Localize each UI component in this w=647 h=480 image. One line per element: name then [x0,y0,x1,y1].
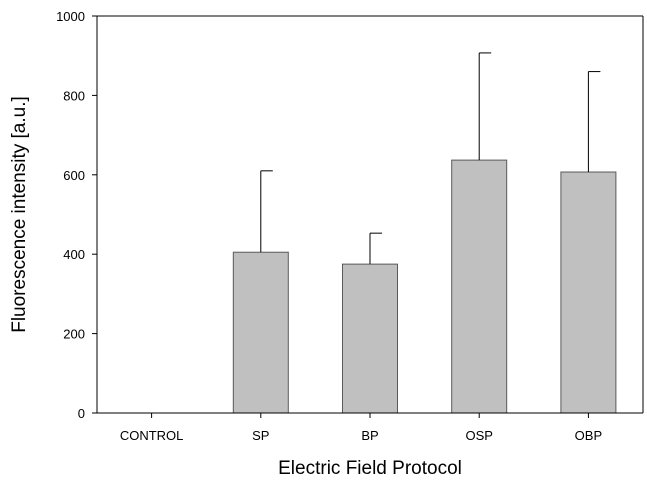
y-tick-label: 800 [63,88,85,103]
y-tick-label: 600 [63,168,85,183]
x-tick-label: OSP [465,428,492,443]
x-tick-label: OBP [575,428,602,443]
x-tick-label: SP [252,428,269,443]
y-tick-label: 400 [63,247,85,262]
x-axis-title: Electric Field Protocol [278,458,462,479]
x-tick-label: CONTROL [120,428,184,443]
y-tick-label: 0 [78,406,85,421]
bars-group [232,159,617,414]
bar [451,159,508,414]
error-bars-group [260,52,601,265]
y-tick-label: 1000 [56,9,85,24]
y-axis-title: Fluorescence intensity [a.u.] [9,96,30,333]
bar [232,251,289,414]
bar [342,263,398,414]
y-tick-label: 200 [63,327,85,342]
y-ticks-group: 0 200 400 600 800 1000 [56,9,97,421]
bar [560,171,617,414]
x-ticks-group: CONTROL SP BP OSP OBP [120,413,602,443]
x-tick-label: BP [361,428,378,443]
